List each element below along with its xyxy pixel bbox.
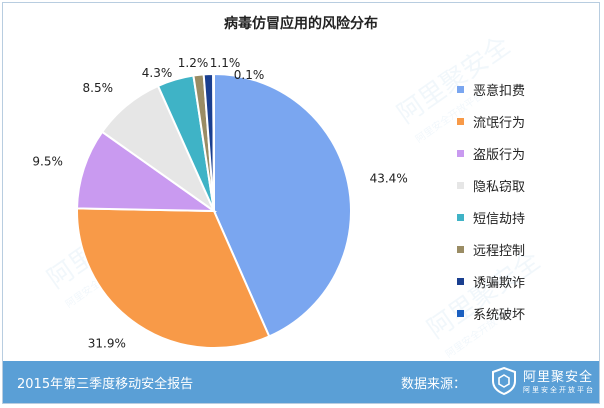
legend: 恶意扣费流氓行为盗版行为隐私窃取短信劫持远程控制诱骗欺诈系统破坏 <box>457 73 525 329</box>
legend-swatch <box>457 181 464 189</box>
data-label: 1.2% <box>178 56 209 70</box>
data-label: 4.3% <box>142 66 173 80</box>
shield-logo-icon <box>492 367 516 395</box>
legend-item: 恶意扣费 <box>457 73 525 105</box>
legend-swatch <box>457 277 464 285</box>
data-label: 43.4% <box>370 171 408 185</box>
legend-item: 诱骗欺诈 <box>457 265 525 297</box>
pie-chart: 43.4% 31.9% 9.5% 8.5% 4.3% 1.2% 1.1%0.1% <box>32 56 408 350</box>
legend-item: 流氓行为 <box>457 105 525 137</box>
legend-label: 流氓行为 <box>473 115 526 131</box>
legend-swatch <box>457 309 464 317</box>
brand-subtitle: 阿里安全开放平台 <box>523 386 595 394</box>
legend-label: 恶意扣费 <box>473 83 526 99</box>
data-label: 9.5% <box>32 154 63 168</box>
legend-swatch <box>457 85 464 93</box>
pie-slice <box>76 130 218 213</box>
source-label: 数据来源： <box>401 377 467 392</box>
legend-label: 诱骗欺诈 <box>473 275 526 291</box>
legend-item: 隐私窃取 <box>457 169 525 201</box>
footer-bar: 2015年第三季度移动安全报告 数据来源： 阿里聚安全 阿里安全开放平台 <box>3 361 599 403</box>
legend-label: 盗版行为 <box>473 147 526 163</box>
data-label: 31.9% <box>88 336 126 350</box>
legend-swatch <box>457 213 464 221</box>
pie-slice <box>212 72 215 212</box>
legend-swatch <box>457 245 464 253</box>
pie-slice <box>213 72 352 338</box>
legend-swatch <box>457 117 464 125</box>
data-label: 8.5% <box>83 81 114 95</box>
data-label: 0.1% <box>234 68 265 82</box>
chart-title: 病毒仿冒应用的风险分布 <box>224 16 378 32</box>
data-label: 1.1% <box>210 56 241 70</box>
chart-frame: 病毒仿冒应用的风险分布 阿里聚安全 阿里安全开放平台 阿里聚安全 阿里安全开放平… <box>2 2 600 404</box>
legend-item: 短信劫持 <box>457 201 525 233</box>
legend-swatch <box>457 149 464 157</box>
brand-name: 阿里聚安全 <box>523 370 594 385</box>
legend-item: 盗版行为 <box>457 137 525 169</box>
legend-label: 短信劫持 <box>473 211 526 227</box>
legend-item: 系统破坏 <box>457 297 525 329</box>
legend-label: 系统破坏 <box>473 307 526 323</box>
legend-label: 远程控制 <box>473 243 526 259</box>
legend-item: 远程控制 <box>457 233 525 265</box>
pie-slice <box>76 207 271 350</box>
legend-label: 隐私窃取 <box>473 179 526 195</box>
report-title: 2015年第三季度移动安全报告 <box>17 377 194 392</box>
